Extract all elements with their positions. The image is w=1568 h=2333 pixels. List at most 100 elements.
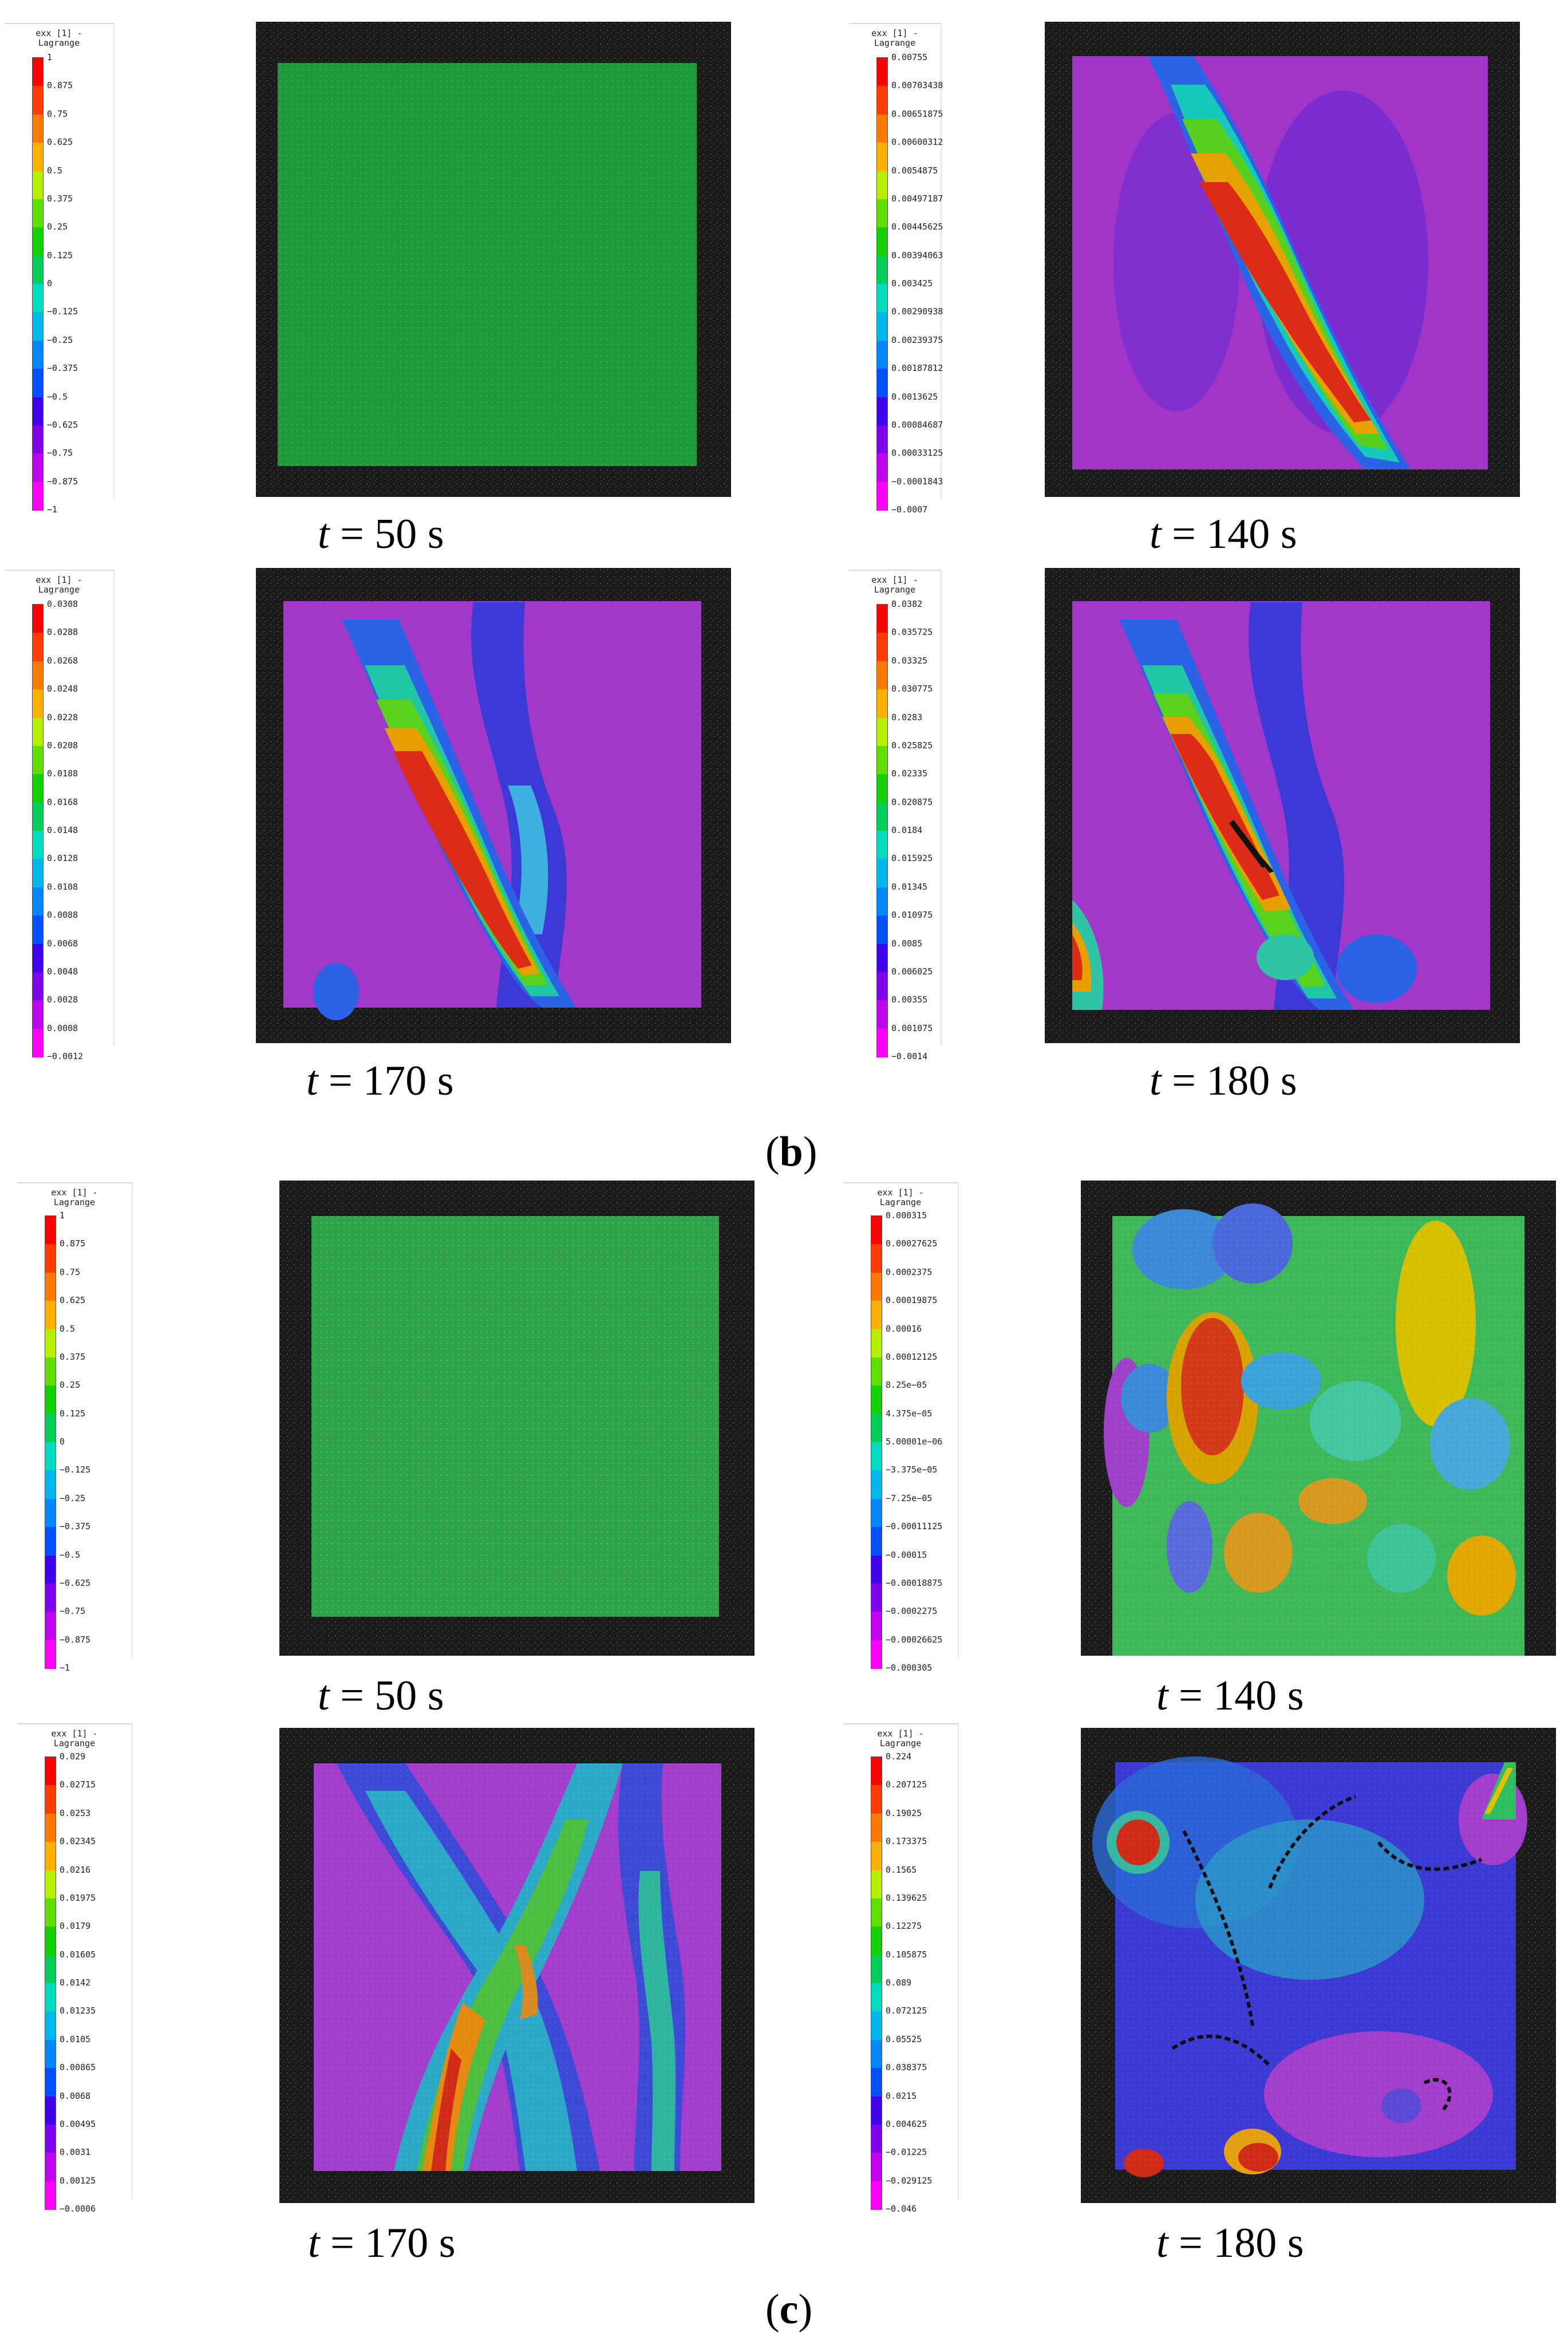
legend-tick-label: 0.030775 (891, 684, 933, 694)
color-band (877, 425, 887, 454)
legend-tick-label: 0.173375 (886, 1836, 927, 1847)
legend-tick-label: 0.00016 (886, 1323, 922, 1334)
legend-tick-label: −0.0002275 (886, 1606, 938, 1617)
legend-tick-label: 0.105875 (886, 1949, 927, 1960)
color-band (877, 58, 887, 86)
legend-tick-label: 0.0208 (47, 740, 78, 751)
color-band (877, 171, 887, 200)
color-band (45, 1357, 56, 1386)
color-band (871, 1842, 882, 1870)
legend-tick-label: −0.0014 (891, 1051, 928, 1061)
color-band (33, 312, 43, 341)
legend-title: exx [1] - Lagrange (877, 1728, 924, 1748)
legend-tick-label: −0.375 (47, 363, 78, 374)
color-scale (876, 57, 888, 511)
legend-tick-label: −0.029125 (886, 2175, 933, 2186)
legend-tick-label: 0.224 (886, 1751, 912, 1762)
color-scale (32, 604, 44, 1057)
time-value: = 140 s (1168, 1672, 1304, 1719)
time-value: = 180 s (1168, 2220, 1304, 2267)
color-band (45, 2039, 56, 2068)
legend-tick-label: 0.0228 (47, 712, 78, 723)
color-band (871, 1983, 882, 2012)
legend-tick-label: 4.375e−05 (886, 1408, 933, 1419)
legend-tick-label: −0.000305 (886, 1663, 933, 1673)
legend-tick-label: 0.00290938 (891, 306, 943, 317)
color-band (45, 1527, 56, 1556)
legend-tick-label: 0.00012125 (886, 1351, 938, 1362)
colorbar-legend: exx [1] - Lagrange 0.00755 0.00703438 0.00… (849, 23, 943, 514)
color-band (33, 717, 43, 747)
legend-tick-label: −1 (60, 1663, 70, 1673)
colorbar-legend: exx [1] - Lagrange 0.224 0.207125 0.19025 0… (843, 1723, 959, 2213)
color-band (33, 255, 43, 285)
legend-tick-label: 0.02715 (60, 1779, 96, 1790)
legend-tick-label: 0.00865 (60, 2062, 96, 2073)
color-band (33, 369, 43, 397)
legend-tick-label: 0.0068 (60, 2090, 91, 2101)
legend-tick-label: −0.00011125 (886, 1521, 943, 1532)
legend-tick-label: 0.02335 (891, 768, 928, 779)
legend-tick-label: 0.05525 (886, 2034, 922, 2044)
legend-tick-label: −0.625 (47, 419, 78, 430)
colorbar-legend: exx [1] - Lagrange 0.000315 0.00027625 0.0… (843, 1182, 959, 1672)
time-symbol: t (318, 1672, 330, 1719)
legend-tick-label: 0.0008 (47, 1023, 78, 1033)
color-band (877, 227, 887, 256)
time-caption: t = 180 s (1150, 1058, 1297, 1104)
color-scale (871, 1756, 882, 2210)
color-band (871, 1527, 882, 1556)
legend-tick-label: 0.0283 (891, 712, 923, 723)
legend-tick-label: 0.5 (60, 1323, 76, 1334)
legend-tick-label: 0.00027625 (886, 1238, 938, 1249)
legend-tick-label: 0.02345 (60, 1836, 96, 1847)
legend-tick-label: 0.006025 (891, 966, 933, 977)
legend-tick-label: 0.375 (47, 193, 73, 204)
color-band (33, 689, 43, 718)
legend-tick-label: 1 (47, 52, 53, 62)
color-band (33, 802, 43, 831)
color-scale (871, 1215, 882, 1669)
color-band (33, 944, 43, 973)
color-band (877, 661, 887, 690)
color-band (45, 1414, 56, 1443)
color-band (45, 1842, 56, 1870)
color-band (871, 2039, 882, 2068)
legend-tick-label: 0.0148 (47, 825, 78, 835)
color-band (877, 86, 887, 115)
color-band (877, 255, 887, 285)
legend-tick-label: −0.25 (60, 1493, 86, 1503)
legend-tick-label: 0.089 (886, 1977, 912, 1988)
color-band (877, 831, 887, 859)
time-symbol: t (306, 1057, 318, 1104)
color-band (45, 1640, 56, 1669)
color-band (45, 1498, 56, 1527)
legend-tick-label: 0.00755 (891, 52, 928, 62)
time-caption: t = 170 s (308, 2220, 456, 2266)
colorbar-legend: exx [1] - Lagrange 1 0.875 0.75 0.625 0.5 0.3… (5, 23, 114, 514)
color-band (877, 369, 887, 397)
legend-tick-label: 0.25 (60, 1380, 81, 1391)
color-band (45, 2096, 56, 2125)
legend-tick-label: −0.875 (47, 476, 78, 487)
legend-tick-label: −0.0012 (47, 1051, 84, 1061)
time-caption: t = 140 s (1150, 511, 1297, 557)
legend-tick-label: 0.0142 (60, 1977, 91, 1988)
legend-tick-label: 0.139625 (886, 1892, 927, 1903)
legend-tick-label: 0.0085 (891, 938, 923, 949)
time-caption: t = 170 s (306, 1058, 454, 1104)
strain-field-image (1081, 1181, 1556, 1656)
color-scale (45, 1215, 56, 1669)
color-band (877, 481, 887, 511)
legend-tick-label: 0.125 (47, 250, 73, 260)
legend-tick-label: 0.00600312 (891, 137, 943, 148)
color-band (871, 1442, 882, 1471)
color-band (871, 1470, 882, 1499)
time-caption: t = 50 s (318, 511, 444, 557)
color-band (45, 1583, 56, 1612)
color-band (877, 774, 887, 803)
legend-tick-label: 0.01975 (60, 1892, 96, 1903)
legend-tick-label: 0.0002375 (886, 1266, 933, 1277)
legend-tick-label: −0.125 (60, 1464, 91, 1475)
color-band (45, 1329, 56, 1358)
